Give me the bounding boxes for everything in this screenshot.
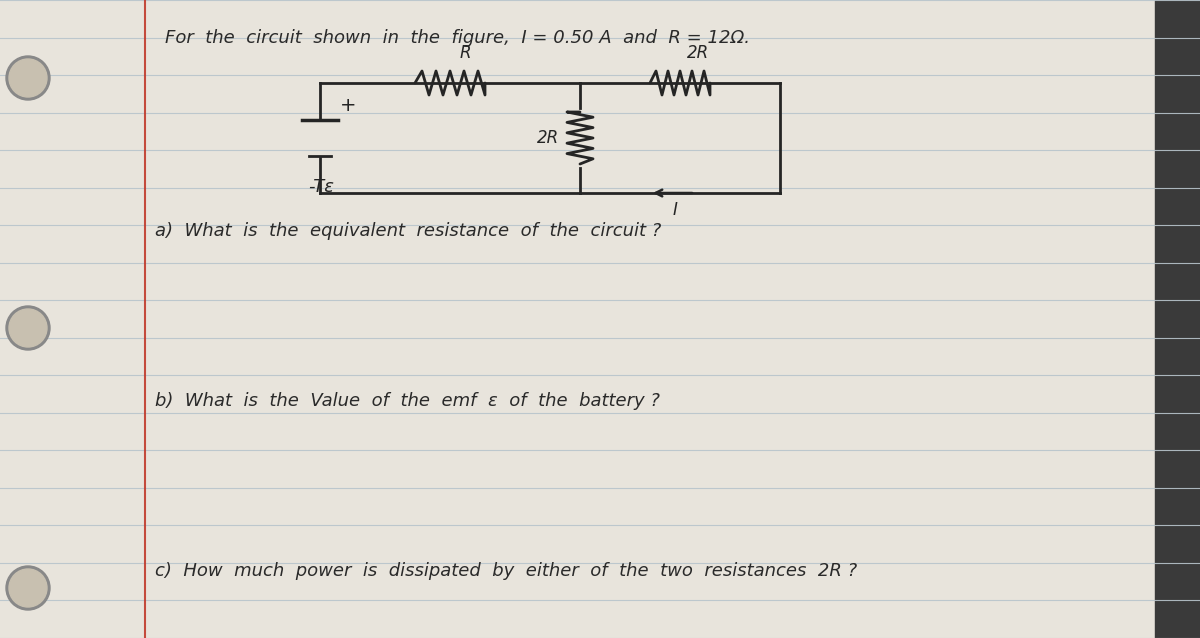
Bar	[1154, 0, 1200, 638]
Text: 2R: 2R	[536, 129, 559, 147]
Circle shape	[10, 569, 47, 607]
Circle shape	[6, 566, 50, 610]
Text: R: R	[460, 44, 470, 62]
Text: c)  How  much  power  is  dissipated  by  either  of  the  two  resistances  2R : c) How much power is dissipated by eithe…	[155, 562, 857, 580]
Circle shape	[6, 56, 50, 100]
Circle shape	[10, 309, 47, 347]
Circle shape	[10, 59, 47, 97]
Text: 2R: 2R	[686, 44, 709, 62]
Text: a)  What  is  the  equivalent  resistance  of  the  circuit ?: a) What is the equivalent resistance of …	[155, 222, 661, 240]
Circle shape	[6, 306, 50, 350]
Text: +: +	[340, 96, 356, 115]
Text: -Tε: -Tε	[308, 178, 334, 196]
Text: b)  What  is  the  Value  of  the  emf  ε  of  the  battery ?: b) What is the Value of the emf ε of the…	[155, 392, 660, 410]
Text: I: I	[672, 201, 678, 219]
Text: For  the  circuit  shown  in  the  figure,  I = 0.50 A  and  R = 12Ω.: For the circuit shown in the figure, I =…	[166, 29, 750, 47]
